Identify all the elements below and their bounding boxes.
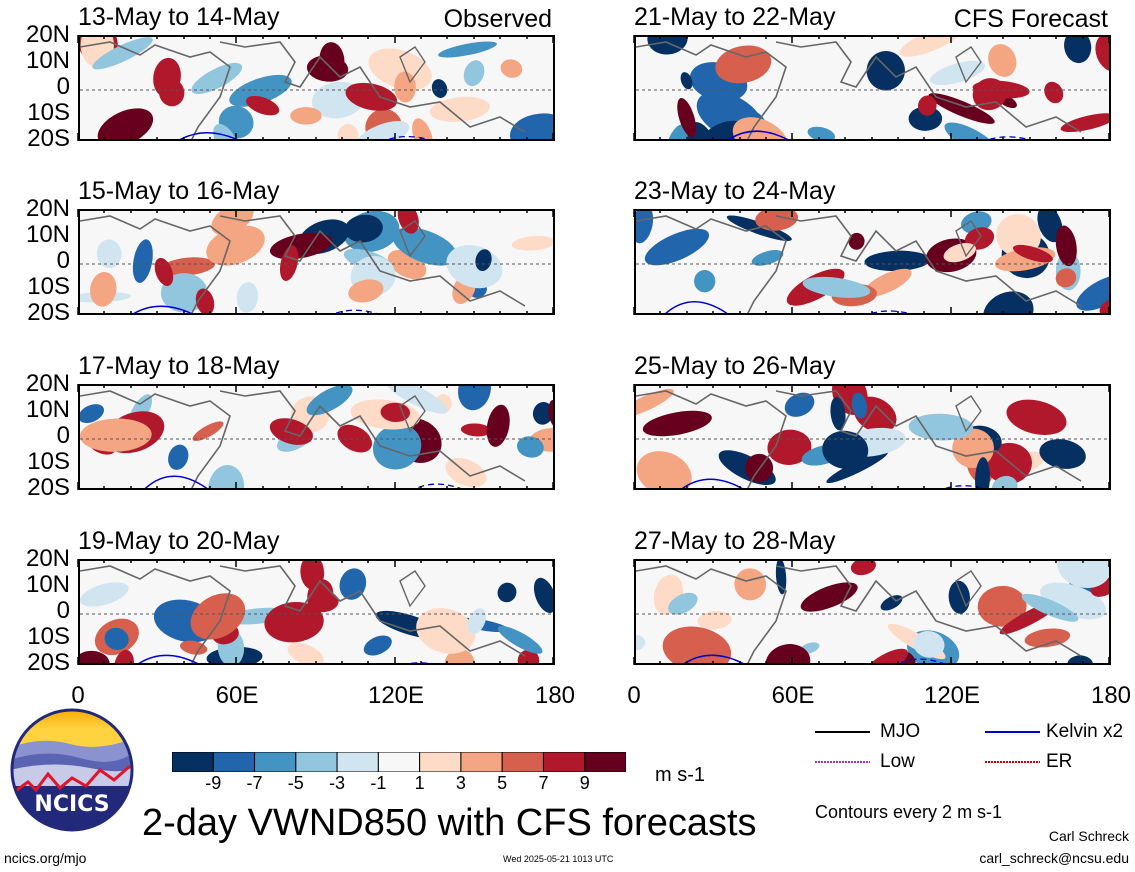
panel-title: 23-May to 24-May xyxy=(634,177,836,205)
main-title: 2-day VWND850 with CFS forecasts xyxy=(142,802,757,844)
contours-note: Contours every 2 m s-1 xyxy=(815,802,1003,822)
panel-title: 17-May to 18-May xyxy=(78,352,280,380)
panel-title: 25-May to 26-May xyxy=(634,352,836,380)
vwnd-field xyxy=(636,211,1109,313)
lat-label: 10N xyxy=(25,47,70,74)
colorbar-tick-label: -3 xyxy=(329,773,346,793)
lon-label: 120E xyxy=(923,682,981,709)
map-panel xyxy=(634,35,1111,141)
axis-ticks xyxy=(77,559,555,670)
colorbar-tick-label: 7 xyxy=(538,773,549,793)
axis-ticks xyxy=(633,35,1111,146)
lat-label: 20S xyxy=(27,649,70,676)
vwnd-field xyxy=(80,37,553,139)
lat-label: 10S xyxy=(27,448,70,475)
map-panel xyxy=(634,384,1111,490)
axis-ticks xyxy=(77,35,555,146)
lat-label: 0 xyxy=(56,73,70,100)
colorbar-swatch xyxy=(584,751,627,773)
colorbar-swatch xyxy=(295,751,338,773)
lat-label: 20S xyxy=(27,125,70,152)
colorbar-swatch xyxy=(254,751,297,773)
lat-label: 0 xyxy=(56,422,70,449)
legend-kelvin: Kelvin x2 xyxy=(1046,721,1124,742)
colorbar-swatch xyxy=(336,751,379,773)
legend-mjo: MJO xyxy=(880,721,921,742)
legend-lines-2 xyxy=(985,731,1040,763)
vwnd-field xyxy=(80,211,553,313)
colorbar-tick-label: -5 xyxy=(287,773,304,793)
footer-email: carl_schreck@ncsu.edu xyxy=(979,850,1129,866)
colorbar-tick-label: 1 xyxy=(414,773,425,793)
map-panel xyxy=(78,384,555,490)
logo-text: NCICS xyxy=(34,792,109,817)
lon-label: 60E xyxy=(215,682,259,709)
map-panel xyxy=(78,559,555,665)
panel-source-tag: CFS Forecast xyxy=(953,5,1108,33)
colorbar-swatch xyxy=(501,751,544,773)
axis-ticks xyxy=(633,559,1111,670)
panel-title: 27-May to 28-May xyxy=(634,527,836,555)
lat-label: 10N xyxy=(25,571,70,598)
lat-label: 20S xyxy=(27,299,70,326)
map-panel xyxy=(634,559,1111,665)
colorbar xyxy=(171,751,627,773)
lat-label: 20S xyxy=(27,474,70,501)
footer-timestamp: Wed 2025-05-21 1013 UTC xyxy=(503,854,614,864)
colorbar-tick-label: -7 xyxy=(246,773,263,793)
lat-label: 0 xyxy=(56,597,70,624)
colorbar-tick-label: 9 xyxy=(579,773,590,793)
vwnd-field xyxy=(636,37,1109,139)
colorbar-swatch xyxy=(377,751,421,773)
axis-ticks xyxy=(633,384,1111,495)
map-panel xyxy=(78,209,555,315)
footer-url: ncics.org/mjo xyxy=(4,850,87,866)
colorbar-unit: m s-1 xyxy=(655,764,705,786)
map-panel xyxy=(634,209,1111,315)
lon-label: 180 xyxy=(534,682,576,709)
vwnd-field xyxy=(636,386,1109,488)
colorbar-swatch xyxy=(460,751,503,773)
lon-label: 180 xyxy=(1090,682,1132,709)
lat-label: 10S xyxy=(27,273,70,300)
axis-ticks xyxy=(633,209,1111,320)
lat-label: 10N xyxy=(25,396,70,423)
lat-label: 10S xyxy=(27,99,70,126)
legend-lines xyxy=(815,731,870,763)
lat-label: 20N xyxy=(25,370,70,397)
panel-source-tag: Observed xyxy=(443,5,552,33)
lon-label: 60E xyxy=(771,682,815,709)
vwnd-field xyxy=(80,561,553,663)
footer-author: Carl Schreck xyxy=(1048,828,1129,844)
axis-ticks xyxy=(77,384,555,495)
panel-title: 13-May to 14-May xyxy=(78,3,280,31)
panel-title: 15-May to 16-May xyxy=(78,177,280,205)
lat-label: 20N xyxy=(25,195,70,222)
colorbar-tick-label: -1 xyxy=(370,773,387,793)
colorbar-tick-label: 5 xyxy=(497,773,508,793)
colorbar-swatch xyxy=(212,751,256,773)
panel-title: 19-May to 20-May xyxy=(78,527,280,555)
lat-label: 20N xyxy=(25,545,70,572)
legend-low: Low xyxy=(880,751,915,772)
legend-er: ER xyxy=(1046,751,1073,772)
lat-label: 20N xyxy=(25,21,70,48)
lon-label: 0 xyxy=(627,682,641,709)
lon-label: 120E xyxy=(367,682,425,709)
vwnd-field xyxy=(636,561,1109,663)
colorbar-swatch xyxy=(171,751,214,773)
colorbar-swatch xyxy=(542,751,586,773)
panel-title: 21-May to 22-May xyxy=(634,3,836,31)
colorbar-swatches xyxy=(171,751,627,773)
colorbar-swatch xyxy=(419,751,462,773)
axis-ticks xyxy=(77,209,555,320)
lat-label: 0 xyxy=(56,247,70,274)
lat-label: 10N xyxy=(25,221,70,248)
colorbar-tick-label: 3 xyxy=(455,773,466,793)
lon-label: 0 xyxy=(71,682,85,709)
lat-label: 10S xyxy=(27,623,70,650)
vwnd-field xyxy=(80,386,553,488)
ncics-logo: NCICS xyxy=(10,708,134,832)
colorbar-tick-label: -9 xyxy=(205,773,222,793)
